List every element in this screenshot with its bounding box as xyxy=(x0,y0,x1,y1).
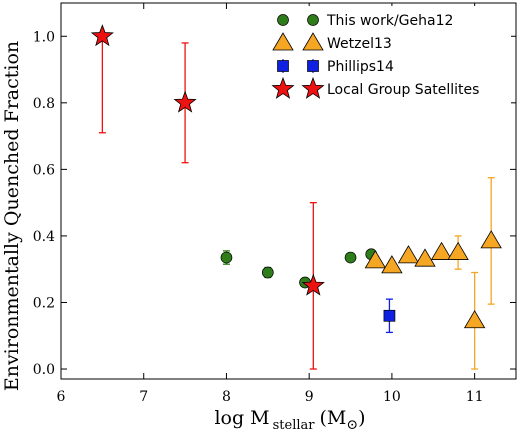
data-point xyxy=(261,266,274,279)
data-point xyxy=(414,248,436,267)
x-tick-label: 9 xyxy=(305,389,314,405)
x-tick-label: 11 xyxy=(466,389,484,405)
legend-marker xyxy=(307,14,319,26)
legend-label: This work/Geha12 xyxy=(326,13,453,29)
legend-marker xyxy=(302,32,324,51)
legend-marker xyxy=(277,14,289,26)
y-tick-label: 0.6 xyxy=(33,162,55,178)
x-tick-label: 6 xyxy=(57,389,66,405)
x-axis-title-subscript: stellar xyxy=(273,418,316,433)
legend: This work/Geha12 Wetzel13 Phillips14 Local … xyxy=(266,6,511,106)
y-tick-label: 0.4 xyxy=(33,229,55,245)
axis-ticks: 6 7 8 9 10 11 0.0 0.2 0.4 0.6 0.8 1.0 xyxy=(33,3,516,405)
legend-label: Phillips14 xyxy=(327,59,394,75)
data-markers xyxy=(90,24,502,329)
y-tick-label: 0.2 xyxy=(33,295,55,311)
legend-label: Local Group Satellites xyxy=(327,82,479,98)
data-point xyxy=(430,241,453,260)
legend-marker xyxy=(277,60,289,72)
y-tick-label: 1.0 xyxy=(33,29,55,45)
data-point xyxy=(90,24,114,47)
legend-marker xyxy=(301,76,325,99)
data-point xyxy=(447,241,469,260)
legend-marker xyxy=(272,32,294,51)
data-point xyxy=(463,309,486,329)
data-point xyxy=(220,251,233,264)
data-point xyxy=(397,245,420,264)
legend-label: Wetzel13 xyxy=(327,36,392,52)
data-point xyxy=(364,250,387,269)
x-tick-label: 8 xyxy=(222,389,231,405)
data-point xyxy=(381,255,403,274)
data-point xyxy=(173,90,197,113)
plot-frame xyxy=(60,2,517,380)
x-tick-label: 7 xyxy=(139,389,148,405)
data-point xyxy=(301,273,325,296)
y-axis-title: Environmentally Quenched Fraction xyxy=(1,41,23,391)
y-tick-label: 0.0 xyxy=(33,362,55,378)
y-tick-label: 0.8 xyxy=(33,96,55,112)
x-tick-label: 10 xyxy=(383,389,401,405)
data-point xyxy=(344,251,357,264)
data-point xyxy=(480,230,502,249)
data-point xyxy=(383,309,396,322)
legend-marker xyxy=(271,76,295,99)
legend-marker xyxy=(307,60,319,72)
